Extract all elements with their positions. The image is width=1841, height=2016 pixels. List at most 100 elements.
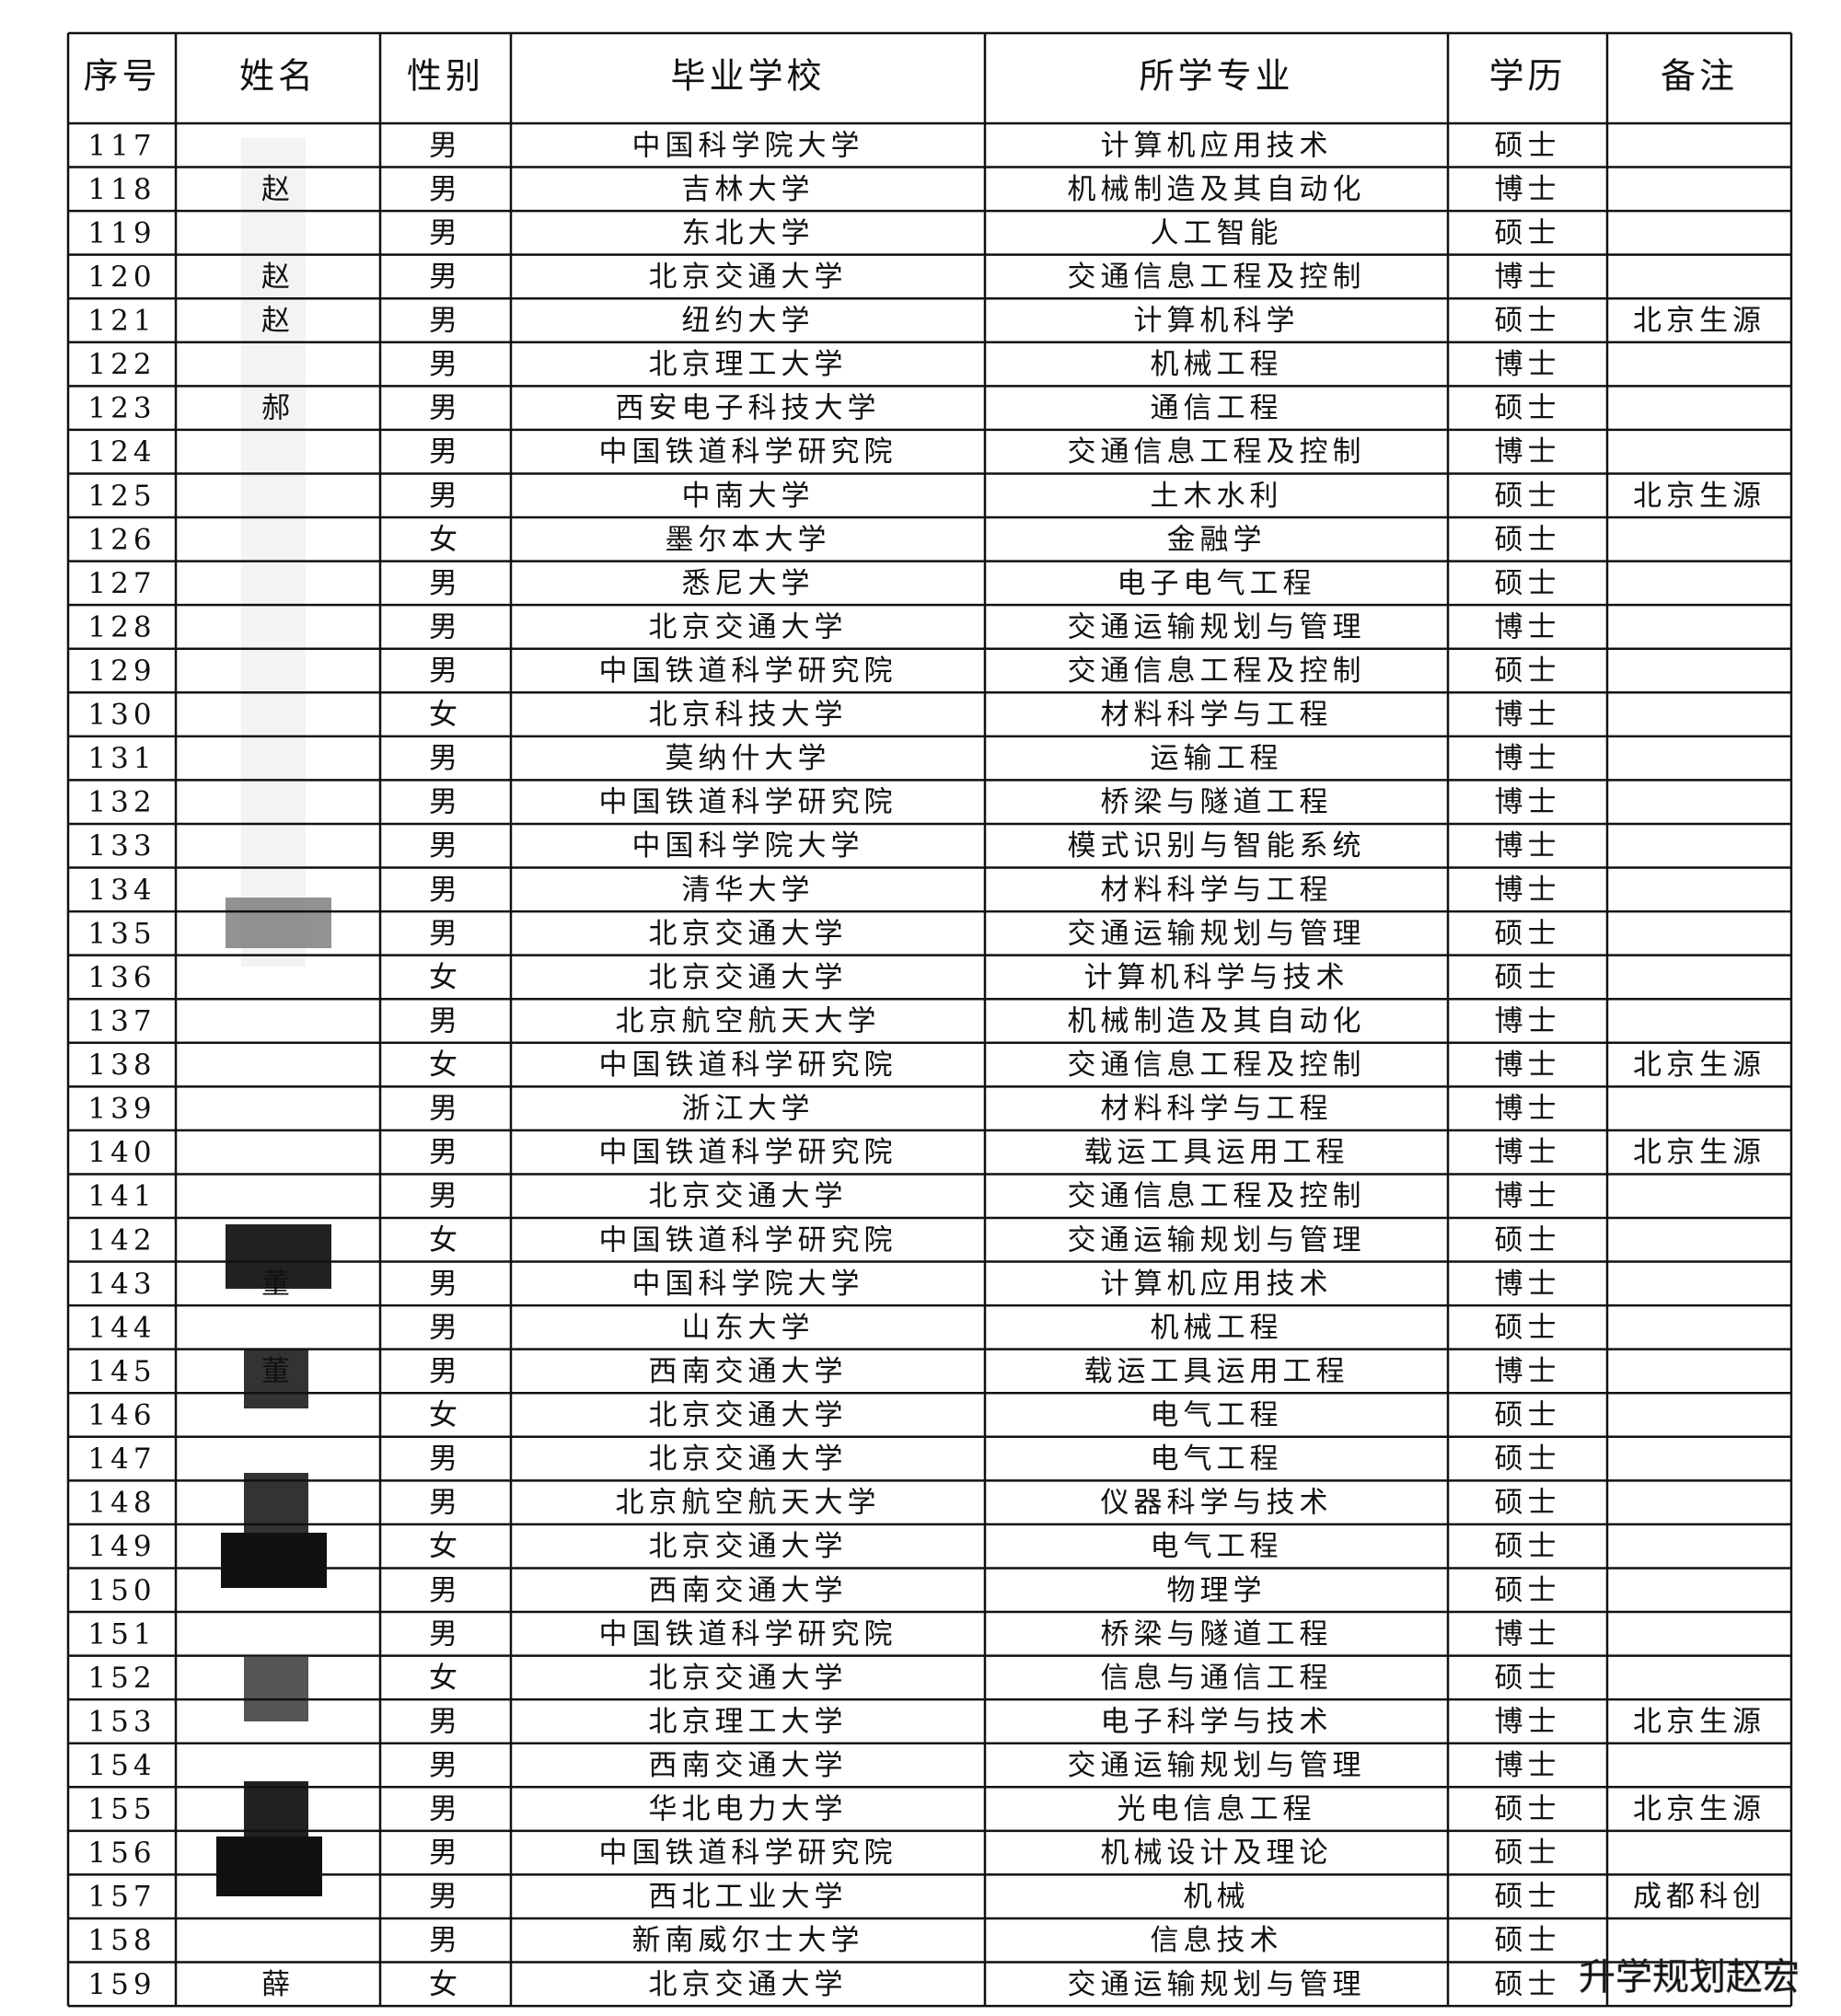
table-cell: 博士 — [1495, 173, 1561, 206]
table-cell: 博士 — [1495, 699, 1561, 732]
table-cell: 中国铁道科学研究院 — [599, 655, 897, 688]
header-cell: 序号 — [83, 56, 160, 97]
table-cell: 硕士 — [1495, 917, 1561, 950]
table-cell: 博士 — [1495, 786, 1561, 819]
table-cell: 中国科学院大学 — [632, 129, 864, 162]
table-cell: 北京交通大学 — [649, 917, 848, 950]
table-cell: 硕士 — [1495, 1442, 1561, 1476]
header-cell: 姓名 — [239, 56, 317, 97]
table-cell: 博士 — [1495, 1093, 1561, 1126]
table-cell: 硕士 — [1495, 216, 1561, 249]
table-cell: 硕士 — [1495, 1968, 1561, 2001]
table-cell: 男 — [429, 1180, 462, 1213]
table-cell: 硕士 — [1495, 655, 1561, 688]
table-cell: 男 — [429, 1705, 462, 1738]
table-cell: 男 — [429, 1093, 462, 1126]
table-cell: 硕士 — [1495, 1399, 1561, 1432]
table-cell: 博士 — [1495, 829, 1561, 863]
table-cell: 142 — [87, 1223, 156, 1257]
table-cell: 西南交通大学 — [649, 1749, 848, 1782]
table-cell: 男 — [429, 1136, 462, 1169]
table-cell: 男 — [429, 480, 462, 513]
table-cell: 北京科技大学 — [649, 699, 848, 732]
table-cell: 中国铁道科学研究院 — [599, 1617, 897, 1651]
table-cell: 硕士 — [1495, 1574, 1561, 1607]
table-cell: 博士 — [1495, 1180, 1561, 1213]
table-cell: 男 — [429, 261, 462, 294]
table-cell: 159 — [87, 1968, 156, 2001]
table-cell: 交通运输规划与管理 — [1068, 1223, 1366, 1257]
table-cell: 硕士 — [1495, 392, 1561, 425]
table-cell: 金融学 — [1167, 523, 1267, 556]
table-cell: 中国铁道科学研究院 — [599, 1049, 897, 1082]
table-cell: 北京生源 — [1633, 480, 1766, 513]
table-cell: 华北电力大学 — [649, 1793, 848, 1826]
table-cell: 硕士 — [1495, 305, 1561, 338]
table-cell: 149 — [87, 1530, 156, 1563]
table-cell: 桥梁与隧道工程 — [1101, 1617, 1333, 1651]
table-cell: 男 — [429, 1924, 462, 1957]
table-cell: 桥梁与隧道工程 — [1101, 786, 1333, 819]
table-cell: 硕士 — [1495, 1881, 1561, 1914]
table-cell: 男 — [429, 1442, 462, 1476]
table-cell: 机械 — [1184, 1881, 1250, 1914]
table-cell: 北京生源 — [1633, 1793, 1766, 1826]
table-cell: 西南交通大学 — [649, 1574, 848, 1607]
table-cell: 北京交通大学 — [649, 1399, 848, 1432]
table-cell: 成都科创 — [1633, 1881, 1766, 1914]
table-cell: 博士 — [1495, 435, 1561, 469]
table-cell: 硕士 — [1495, 1530, 1561, 1563]
table-cell: 130 — [87, 699, 156, 732]
table-cell: 机械制造及其自动化 — [1068, 173, 1366, 206]
table-cell: 西安电子科技大学 — [616, 392, 881, 425]
table-cell: 博士 — [1495, 1355, 1561, 1388]
table-cell: 光电信息工程 — [1117, 1793, 1316, 1826]
table-cell: 141 — [87, 1180, 156, 1213]
table-cell: 硕士 — [1495, 480, 1561, 513]
table-cell: 硕士 — [1495, 1924, 1561, 1957]
table-cell: 男 — [429, 655, 462, 688]
table-cell: 中国铁道科学研究院 — [599, 1836, 897, 1870]
table-cell: 赵 — [261, 261, 295, 294]
table-cell: 男 — [429, 392, 462, 425]
table-cell: 男 — [429, 829, 462, 863]
table-cell: 男 — [429, 1749, 462, 1782]
header-cell: 备注 — [1661, 56, 1738, 97]
table-cell: 中国铁道科学研究院 — [599, 435, 897, 469]
table-cell: 郝 — [261, 392, 295, 425]
table-cell: 157 — [87, 1881, 156, 1914]
table-cell: 计算机科学 — [1134, 305, 1300, 338]
header-cell: 性别 — [407, 56, 484, 97]
table-cell: 138 — [87, 1049, 156, 1082]
table-cell: 男 — [429, 786, 462, 819]
table-cell: 北京交通大学 — [649, 1442, 848, 1476]
table-cell: 女 — [429, 961, 462, 994]
table-cell: 博士 — [1495, 1705, 1561, 1738]
header-cell: 毕业学校 — [670, 56, 825, 97]
table-cell: 女 — [429, 699, 462, 732]
table-cell: 薛 — [261, 1968, 295, 2001]
table-cell: 博士 — [1495, 1617, 1561, 1651]
table-cell: 赵 — [261, 305, 295, 338]
table-cell: 女 — [429, 1223, 462, 1257]
table-cell: 浙江大学 — [682, 1093, 815, 1126]
table-cell: 154 — [87, 1749, 156, 1782]
table-cell: 博士 — [1495, 1004, 1561, 1037]
table-cell: 男 — [429, 1311, 462, 1344]
table-cell: 121 — [87, 305, 156, 338]
table-cell: 北京交通大学 — [649, 610, 848, 643]
table-cell: 125 — [87, 480, 156, 513]
table-cell: 北京航空航天大学 — [616, 1487, 881, 1520]
table-cell: 126 — [87, 523, 156, 556]
table-cell: 135 — [87, 917, 156, 950]
table-cell: 交通运输规划与管理 — [1068, 917, 1366, 950]
table-cell: 145 — [87, 1355, 156, 1388]
table-cell: 女 — [429, 1049, 462, 1082]
table-cell: 122 — [87, 348, 156, 381]
table-cell: 赵 — [261, 173, 295, 206]
table-cell: 男 — [429, 1881, 462, 1914]
table-cell: 硕士 — [1495, 1487, 1561, 1520]
table-cell: 计算机应用技术 — [1101, 129, 1333, 162]
table-cell: 机械工程 — [1151, 1311, 1283, 1344]
